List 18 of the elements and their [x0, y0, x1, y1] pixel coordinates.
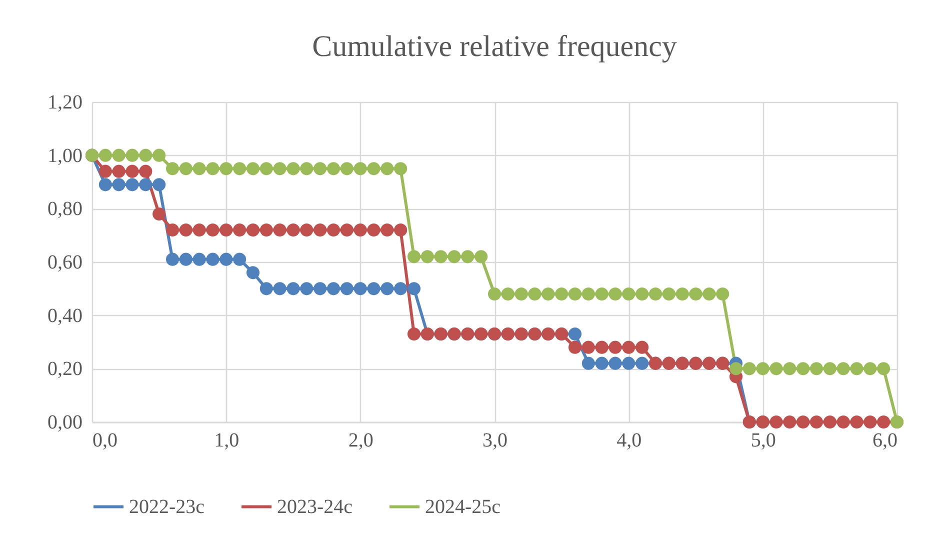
x-tick-label: 3,0 — [482, 430, 508, 452]
y-tick-label: 0,60 — [48, 252, 82, 274]
chart-title: Cumulative relative frequency — [312, 30, 677, 63]
legend-label: 2023-24c — [277, 496, 353, 518]
y-tick-label: 0,80 — [48, 198, 82, 220]
x-tick-label: 2,0 — [348, 430, 374, 452]
x-tick-label: 4,0 — [616, 430, 642, 452]
legend-label: 2022-23c — [129, 496, 205, 518]
y-tick-label: 0,40 — [48, 304, 82, 327]
x-tick-label: 0,0 — [92, 430, 118, 452]
y-tick-label: 0,20 — [48, 358, 82, 380]
y-tick-label: 1,20 — [48, 92, 82, 114]
x-tick-label: 5,0 — [750, 430, 776, 452]
y-tick-label: 1,00 — [48, 144, 82, 167]
x-tick-label: 6,0 — [872, 430, 898, 452]
y-tick-label: 0,00 — [48, 412, 82, 434]
x-tick-label: 1,0 — [214, 430, 240, 452]
legend-label: 2024-25c — [425, 496, 501, 518]
